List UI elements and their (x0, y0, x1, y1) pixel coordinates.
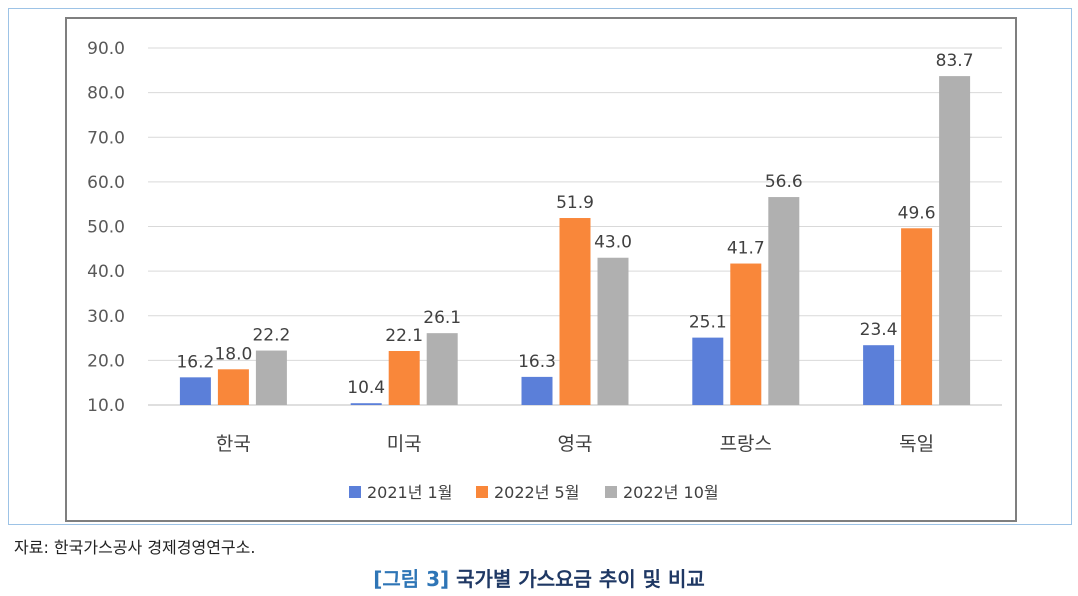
data-label: 83.7 (936, 51, 974, 71)
data-label: 22.2 (252, 326, 290, 346)
bar (692, 337, 724, 405)
source-note: 자료: 한국가스공사 경제경영연구소. (14, 538, 256, 557)
data-label: 51.9 (556, 193, 594, 213)
legend-swatch (605, 486, 617, 498)
figure-number: [그림 3] (373, 567, 450, 591)
bar (597, 257, 629, 405)
bar (768, 197, 800, 405)
legend-label: 2021년 1월 (367, 483, 452, 502)
y-tick-label: 90.0 (87, 39, 125, 59)
chart-frame (65, 17, 1017, 522)
bar (388, 351, 420, 405)
y-tick-label: 20.0 (87, 351, 125, 371)
category-label: 한국 (216, 433, 251, 455)
figure-caption: [그림 3] 국가별 가스요금 추이 및 비교 (0, 563, 1078, 592)
y-tick-label: 50.0 (87, 218, 125, 238)
bar (863, 345, 895, 405)
bar (901, 228, 933, 405)
figure-title: 국가별 가스요금 추이 및 비교 (456, 567, 705, 591)
legend-label: 2022년 10월 (623, 483, 719, 502)
y-tick-label: 10.0 (87, 396, 125, 416)
data-label: 41.7 (727, 239, 765, 259)
category-label: 독일 (899, 433, 934, 455)
data-label: 25.1 (689, 313, 727, 333)
figure-frame (8, 8, 1072, 525)
bar (350, 403, 382, 405)
category-label: 영국 (558, 433, 593, 455)
data-label: 18.0 (214, 344, 252, 364)
bar (179, 377, 211, 405)
y-tick-label: 80.0 (87, 84, 125, 104)
data-label: 10.4 (347, 378, 385, 398)
data-label: 43.0 (594, 233, 632, 253)
bar (217, 369, 249, 405)
data-label: 49.6 (898, 203, 936, 223)
bar (426, 333, 458, 405)
y-tick-label: 60.0 (87, 173, 125, 193)
data-label: 26.1 (423, 308, 461, 328)
bar (730, 263, 762, 405)
category-label: 미국 (387, 433, 422, 455)
y-tick-label: 30.0 (87, 307, 125, 327)
bar (255, 350, 287, 405)
legend-swatch (476, 486, 488, 498)
category-label: 프랑스 (720, 433, 772, 455)
bar (939, 76, 971, 406)
data-label: 56.6 (765, 172, 803, 192)
y-tick-label: 70.0 (87, 128, 125, 148)
data-label: 22.1 (385, 326, 423, 346)
bar (521, 376, 553, 405)
data-label: 23.4 (860, 320, 898, 340)
bar (559, 218, 591, 405)
legend-label: 2022년 5월 (494, 483, 579, 502)
data-label: 16.2 (176, 352, 214, 372)
data-label: 16.3 (518, 352, 556, 372)
legend-swatch (349, 486, 361, 498)
y-tick-label: 40.0 (87, 262, 125, 282)
